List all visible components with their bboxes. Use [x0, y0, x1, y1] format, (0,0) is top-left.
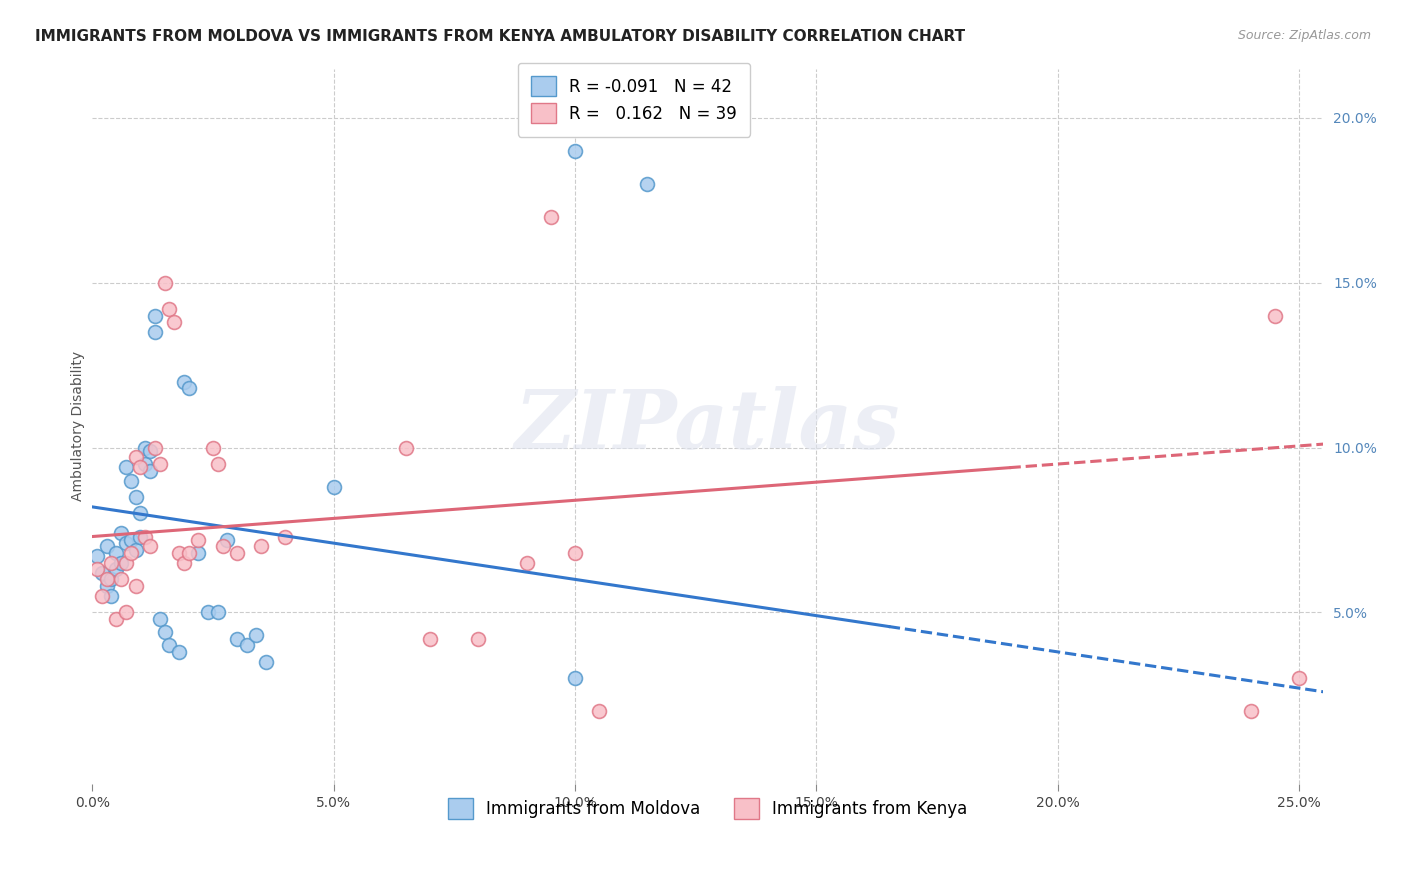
Text: Source: ZipAtlas.com: Source: ZipAtlas.com	[1237, 29, 1371, 42]
Point	[143, 325, 166, 339]
Point	[115, 460, 138, 475]
Point	[187, 546, 209, 560]
Point	[1264, 309, 1286, 323]
Point	[153, 276, 176, 290]
Point	[143, 441, 166, 455]
Point	[110, 526, 132, 541]
Point	[139, 540, 162, 554]
Point	[211, 540, 233, 554]
Point	[250, 540, 273, 554]
Point	[167, 645, 190, 659]
Point	[159, 302, 181, 317]
Point	[187, 533, 209, 547]
Point	[90, 566, 112, 580]
Point	[226, 632, 249, 646]
Point	[167, 546, 190, 560]
Point	[139, 464, 162, 478]
Point	[86, 562, 108, 576]
Point	[207, 605, 229, 619]
Point	[134, 530, 156, 544]
Point	[139, 443, 162, 458]
Point	[516, 556, 538, 570]
Point	[177, 381, 200, 395]
Point	[177, 546, 200, 560]
Point	[395, 441, 418, 455]
Point	[96, 540, 118, 554]
Point	[120, 533, 142, 547]
Point	[254, 655, 277, 669]
Point	[163, 315, 186, 329]
Point	[636, 177, 658, 191]
Point	[564, 546, 586, 560]
Point	[110, 573, 132, 587]
Text: ZIPatlas: ZIPatlas	[515, 386, 900, 467]
Point	[322, 480, 344, 494]
Point	[153, 625, 176, 640]
Point	[564, 144, 586, 158]
Point	[564, 671, 586, 685]
Point	[124, 450, 146, 465]
Point	[129, 530, 152, 544]
Point	[124, 579, 146, 593]
Point	[149, 612, 172, 626]
Point	[173, 375, 195, 389]
Point	[96, 573, 118, 587]
Point	[115, 556, 138, 570]
Point	[100, 573, 122, 587]
Point	[173, 556, 195, 570]
Point	[105, 546, 128, 560]
Text: IMMIGRANTS FROM MOLDOVA VS IMMIGRANTS FROM KENYA AMBULATORY DISABILITY CORRELATI: IMMIGRANTS FROM MOLDOVA VS IMMIGRANTS FR…	[35, 29, 966, 44]
Point	[115, 605, 138, 619]
Point	[96, 579, 118, 593]
Point	[1288, 671, 1310, 685]
Point	[100, 556, 122, 570]
Point	[207, 457, 229, 471]
Point	[419, 632, 441, 646]
Point	[226, 546, 249, 560]
Point	[540, 210, 562, 224]
Point	[90, 589, 112, 603]
Point	[115, 536, 138, 550]
Point	[134, 441, 156, 455]
Point	[100, 589, 122, 603]
Point	[143, 309, 166, 323]
Point	[588, 704, 610, 718]
Point	[105, 562, 128, 576]
Point	[134, 457, 156, 471]
Point	[274, 530, 297, 544]
Point	[467, 632, 489, 646]
Point	[149, 457, 172, 471]
Point	[110, 556, 132, 570]
Point	[235, 638, 257, 652]
Point	[217, 533, 239, 547]
Point	[201, 441, 224, 455]
Point	[245, 628, 267, 642]
Point	[1240, 704, 1263, 718]
Point	[86, 549, 108, 564]
Point	[124, 542, 146, 557]
Point	[124, 490, 146, 504]
Point	[120, 474, 142, 488]
Point	[120, 546, 142, 560]
Point	[197, 605, 219, 619]
Point	[159, 638, 181, 652]
Point	[129, 460, 152, 475]
Point	[105, 612, 128, 626]
Y-axis label: Ambulatory Disability: Ambulatory Disability	[72, 351, 86, 501]
Legend: Immigrants from Moldova, Immigrants from Kenya: Immigrants from Moldova, Immigrants from…	[441, 792, 974, 825]
Point	[129, 507, 152, 521]
